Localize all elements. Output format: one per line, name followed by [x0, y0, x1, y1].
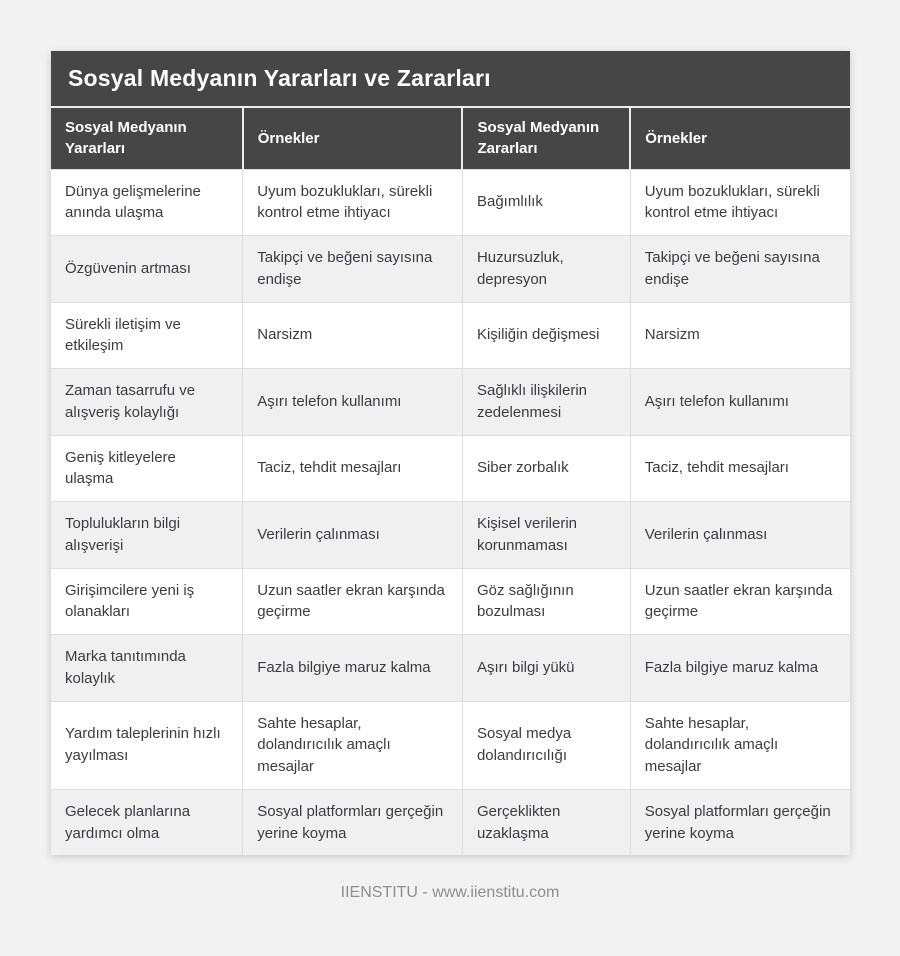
table-cell: Sosyal medya dolandırıcılığı — [461, 700, 631, 790]
table-cell: Girişimcilere yeni iş olanakları — [51, 567, 243, 635]
table-cell: Huzursuzluk, depresyon — [461, 235, 631, 302]
column-header: Sosyal Medyanın Yararları — [51, 108, 243, 169]
table-cell: Gerçeklikten uzaklaşma — [461, 788, 631, 856]
table-cell: Yardım taleplerinin hızlı yayılması — [51, 700, 243, 790]
table-row: Toplulukların bilgi alışverişi Verilerin … — [51, 501, 850, 568]
table-row: Gelecek planlarına yardımcı olma Sosyal p… — [51, 788, 850, 856]
table-cell: Zaman tasarrufu ve alışveriş kolaylığı — [51, 368, 243, 435]
table-cell: Uyum bozuklukları, sürekli kontrol etme … — [242, 168, 463, 236]
header-row: Sosyal Medyanın Yararları Örnekler Sosyal … — [51, 108, 850, 169]
column-header: Sosyal Medyanın Zararları — [461, 108, 631, 169]
table-cell: Toplulukların bilgi alışverişi — [51, 501, 243, 568]
table-cell: Marka tanıtımında kolaylık — [51, 634, 243, 701]
table-cell: Aşırı telefon kullanımı — [629, 368, 850, 435]
table-cell: Verilerin çalınması — [629, 501, 850, 568]
table-row: Yardım taleplerinin hızlı yayılması Sahte… — [51, 700, 850, 790]
table-cell: Takipçi ve beğeni sayısına endişe — [629, 235, 850, 302]
table-cell: Göz sağlığının bozulması — [461, 567, 631, 635]
table-row: Sürekli iletişim ve etkileşim Narsizm Kişi… — [51, 301, 850, 369]
table-cell: Sahte hesaplar, dolandırıcılık amaçlı me… — [242, 700, 463, 790]
table-cell: Sahte hesaplar, dolandırıcılık amaçlı me… — [629, 700, 850, 790]
table-cell: Fazla bilgiye maruz kalma — [629, 634, 850, 701]
table-cell: Siber zorbalık — [461, 434, 631, 502]
table-cell: Uyum bozuklukları, sürekli kontrol etme … — [629, 168, 850, 236]
table-cell: Sosyal platformları gerçeğin yerine koym… — [629, 788, 850, 856]
table-cell: Özgüvenin artması — [51, 235, 243, 302]
table-cell: Dünya gelişmelerine anında ulaşma — [51, 168, 243, 236]
table-row: Dünya gelişmelerine anında ulaşma Uyum bo… — [51, 168, 850, 236]
table-cell: Verilerin çalınması — [242, 501, 463, 568]
table-cell: Uzun saatler ekran karşında geçirme — [242, 567, 463, 635]
table-cell: Aşırı telefon kullanımı — [242, 368, 463, 435]
table-cell: Uzun saatler ekran karşında geçirme — [629, 567, 850, 635]
column-header: Örnekler — [629, 108, 850, 169]
table-cell: Sürekli iletişim ve etkileşim — [51, 301, 243, 369]
table-cell: Sosyal platformları gerçeğin yerine koym… — [242, 788, 463, 856]
table-cell: Fazla bilgiye maruz kalma — [242, 634, 463, 701]
table-title: Sosyal Medyanın Yararları ve Zararları — [51, 51, 850, 108]
comparison-table-card: Sosyal Medyanın Yararları ve Zararları S… — [51, 51, 850, 856]
table-row: Özgüvenin artması Takipçi ve beğeni sayıs… — [51, 235, 850, 302]
table-cell: Sağlıklı ilişkilerin zedelenmesi — [461, 368, 631, 435]
table-row: Zaman tasarrufu ve alışveriş kolaylığı Aş… — [51, 368, 850, 435]
table-row: Marka tanıtımında kolaylık Fazla bilgiye … — [51, 634, 850, 701]
table-cell: Bağımlılık — [461, 168, 631, 236]
table-cell: Taciz, tehdit mesajları — [242, 434, 463, 502]
comparison-table: Sosyal Medyanın Yararları Örnekler Sosyal … — [51, 108, 850, 856]
table-cell: Kişiliğin değişmesi — [461, 301, 631, 369]
table-row: Girişimcilere yeni iş olanakları Uzun saa… — [51, 567, 850, 635]
table-cell: Narsizm — [242, 301, 463, 369]
column-header: Örnekler — [241, 108, 463, 169]
table-cell: Narsizm — [629, 301, 850, 369]
table-cell: Takipçi ve beğeni sayısına endişe — [242, 235, 463, 302]
table-cell: Aşırı bilgi yükü — [461, 634, 631, 701]
footer-credit: IIENSTITU - www.iienstitu.com — [340, 884, 560, 901]
table-row: Geniş kitleyelere ulaşma Taciz, tehdit me… — [51, 434, 850, 502]
table-body: Dünya gelişmelerine anında ulaşma Uyum bo… — [51, 168, 850, 856]
table-cell: Taciz, tehdit mesajları — [629, 434, 850, 502]
table-cell: Geniş kitleyelere ulaşma — [51, 434, 243, 502]
table-cell: Gelecek planlarına yardımcı olma — [51, 788, 243, 856]
table-cell: Kişisel verilerin korunmaması — [461, 501, 631, 568]
